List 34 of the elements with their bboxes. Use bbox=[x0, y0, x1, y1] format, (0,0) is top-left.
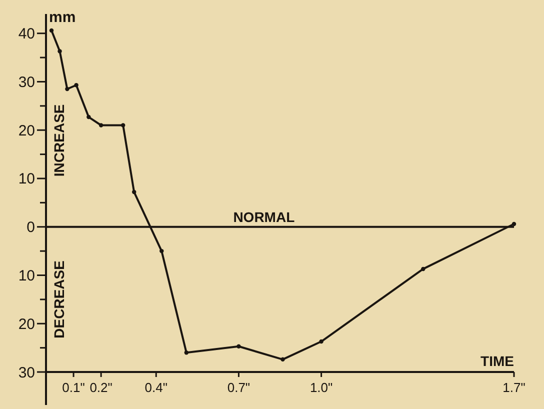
x-tick-label: 0.4" bbox=[144, 380, 168, 395]
point bbox=[512, 222, 516, 226]
y-tick-label: 30 bbox=[18, 364, 35, 382]
point bbox=[421, 266, 426, 272]
annotation: INCREASE bbox=[51, 104, 67, 177]
x-axis-title: TIME bbox=[480, 353, 514, 369]
point bbox=[160, 248, 164, 254]
y-tick-label: 20 bbox=[18, 122, 35, 140]
point bbox=[184, 350, 189, 355]
y-tick-label: 0 bbox=[26, 219, 35, 236]
x-tick-label: 1.0" bbox=[310, 380, 334, 395]
y-tick-label: 10 bbox=[18, 170, 35, 188]
point bbox=[49, 28, 54, 33]
point bbox=[236, 344, 241, 348]
x-tick-label: 0.7" bbox=[227, 380, 250, 395]
y-axis-title: mm bbox=[49, 9, 76, 26]
y-tick-label: 20 bbox=[18, 316, 35, 333]
x-tick-label: 0.1" bbox=[62, 380, 86, 395]
annotation: DECREASE bbox=[51, 260, 67, 338]
point bbox=[65, 86, 70, 92]
y-tick-label: 10 bbox=[18, 267, 35, 284]
point bbox=[132, 190, 136, 194]
y-tick-label: 40 bbox=[18, 26, 35, 43]
x-tick-label: 0.2" bbox=[90, 380, 113, 395]
y-tick-label: 30 bbox=[18, 74, 35, 91]
point bbox=[86, 114, 91, 120]
point bbox=[319, 339, 324, 344]
point bbox=[120, 123, 126, 128]
x-tick-label: 1.7" bbox=[502, 380, 526, 395]
point bbox=[58, 49, 62, 54]
point bbox=[74, 83, 78, 88]
ref-line-label: NORMAL bbox=[233, 208, 296, 225]
point bbox=[280, 357, 285, 362]
point bbox=[98, 123, 104, 128]
